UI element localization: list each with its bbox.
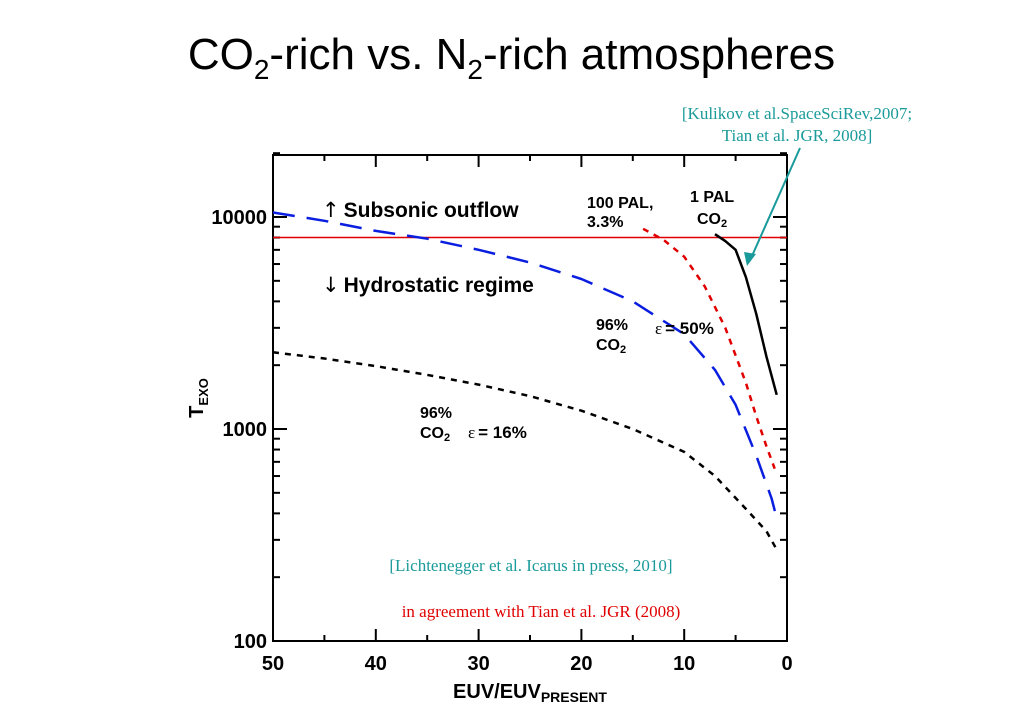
citation-arrow-head <box>744 252 756 266</box>
title-part1: CO <box>187 30 254 79</box>
x-axis-label: EUV/EUVPRESENT <box>453 681 607 705</box>
black-eps-label: ε = 16% <box>468 423 527 442</box>
black-co2-label-line2: CO2 <box>420 425 450 444</box>
axis-ticks <box>272 152 788 642</box>
y-tick-label: 100 <box>234 631 267 653</box>
x-tick-label: 10 <box>673 653 695 675</box>
pal1-label-line1: 1 PAL <box>690 189 734 206</box>
pal1-label-line2: CO2 <box>697 211 727 230</box>
citation-arrow-line <box>751 147 801 257</box>
series-line-3 <box>642 227 776 470</box>
series-line-4 <box>714 233 778 396</box>
subsonic-label: ↑ Subsonic outflow <box>322 198 519 222</box>
citation-agreement: in agreement with Tian et al. JGR (2008) <box>402 602 681 621</box>
y-axis-label: TEXO <box>186 378 211 418</box>
title-sub2: 2 <box>467 53 483 85</box>
blue-co2-label-line2: CO2 <box>596 337 626 356</box>
x-tick-label: 20 <box>570 653 592 675</box>
title-part2: -rich vs. N <box>269 30 468 79</box>
title-part3: -rich atmospheres <box>483 30 836 79</box>
series-group <box>272 211 778 551</box>
slide-title: CO2-rich vs. N2-rich atmospheres <box>0 30 1023 86</box>
blue-eps-label: ε = 50% <box>655 319 714 338</box>
series-line-1 <box>272 351 778 551</box>
x-tick-label: 50 <box>262 653 284 675</box>
y-tick-label: 10000 <box>211 207 267 229</box>
x-tick-label: 30 <box>467 653 489 675</box>
black-co2-label-line1: 96% <box>420 405 452 422</box>
x-tick-label: 40 <box>365 653 387 675</box>
pal100-label-line2: 3.3% <box>587 214 623 231</box>
citation-lichtenegger: [Lichtenegger et al. Icarus in press, 20… <box>389 556 672 575</box>
y-tick-label: 1000 <box>223 419 268 441</box>
series-line-2 <box>272 211 778 519</box>
citation-kulikov-line1: [Kulikov et al.SpaceSciRev,2007; <box>682 104 912 123</box>
blue-co2-label-line1: 96% <box>596 317 628 334</box>
hydrostatic-label: ↓ Hydrostatic regime <box>322 273 534 297</box>
title-sub1: 2 <box>253 53 270 85</box>
citation-kulikov-line2: Tian et al. JGR, 2008] <box>722 126 873 145</box>
pal100-label-line1: 100 PAL, <box>587 195 653 212</box>
x-tick-label: 0 <box>781 653 792 675</box>
